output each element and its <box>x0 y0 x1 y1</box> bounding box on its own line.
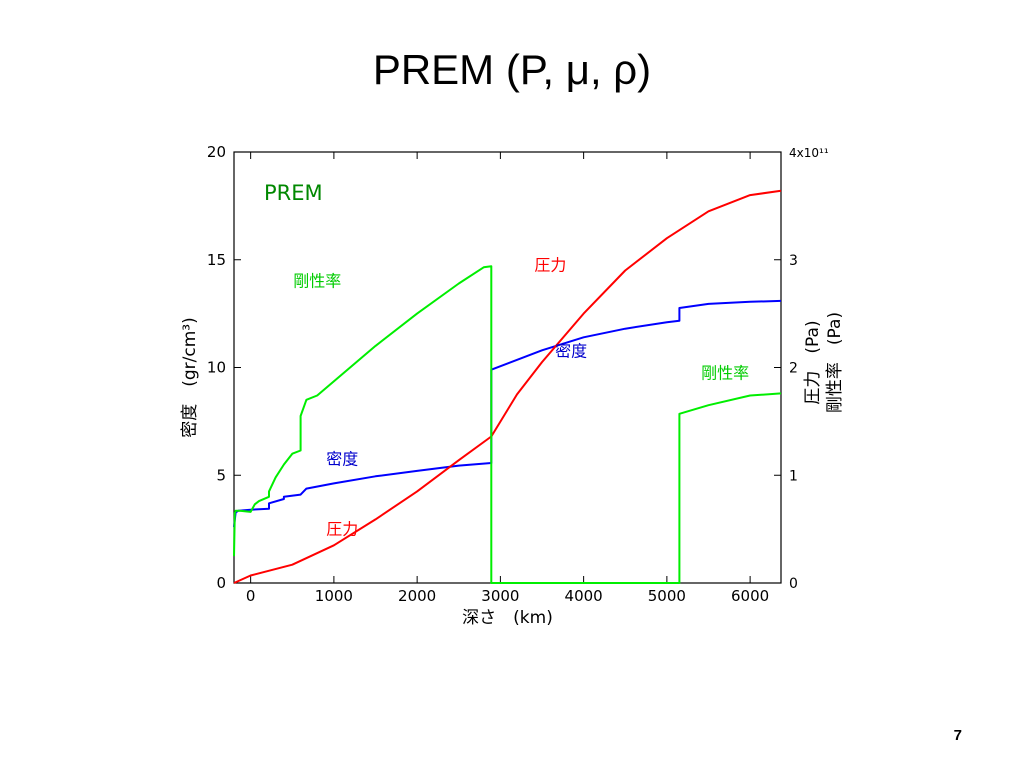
y-axis-label-right: 剛性率 (Pa) <box>825 312 845 413</box>
y-tick-label-right: 0 <box>789 576 798 592</box>
x-tick-label: 6000 <box>731 587 769 605</box>
x-tick-label: 4000 <box>565 587 603 605</box>
y-tick-label-left: 0 <box>216 574 226 592</box>
y-tick-label-left: 15 <box>207 251 226 269</box>
y-axis-label-right: 圧力 (Pa) <box>803 320 823 404</box>
chart-annotation: 剛性率 <box>293 272 341 291</box>
y-tick-label-left: 5 <box>216 466 226 484</box>
x-tick-label: 2000 <box>398 587 436 605</box>
x-tick-label: 3000 <box>481 587 519 605</box>
y-tick-label-right: 2 <box>789 361 798 377</box>
x-tick-label: 1000 <box>315 587 353 605</box>
x-axis-label: 深さ (km) <box>462 608 553 628</box>
x-tick-label: 0 <box>246 587 256 605</box>
y-tick-label-right: 3 <box>789 253 798 269</box>
chart-annotation: 圧力 <box>534 256 566 275</box>
series-line <box>233 189 782 584</box>
series-line <box>233 265 782 584</box>
chart-annotation: 圧力 <box>326 520 358 539</box>
series-layer <box>233 189 782 584</box>
slide-title: PREM (P, μ, ρ) <box>372 46 652 93</box>
chart-annotation: PREM <box>264 181 323 205</box>
page-number: 7 <box>953 727 962 744</box>
y-tick-label-right: 4x10¹¹ <box>789 146 829 160</box>
y-tick-label-left: 20 <box>207 143 226 161</box>
x-tick-label: 5000 <box>648 587 686 605</box>
chart-annotation: 剛性率 <box>701 363 749 382</box>
y-tick-label-right: 1 <box>789 468 798 484</box>
chart-annotation: 密度 <box>555 342 587 361</box>
chart-annotation: 密度 <box>326 449 358 468</box>
y-tick-label-left: 10 <box>207 359 226 377</box>
labels-layer: 0 1000 2000 3000 4000 5000 6000 0 5 10 15 20 0 1 2 3 4x1… <box>180 143 845 628</box>
series-line <box>233 299 782 528</box>
y-axis-label-left: 密度 (gr/cm³) <box>180 317 200 438</box>
